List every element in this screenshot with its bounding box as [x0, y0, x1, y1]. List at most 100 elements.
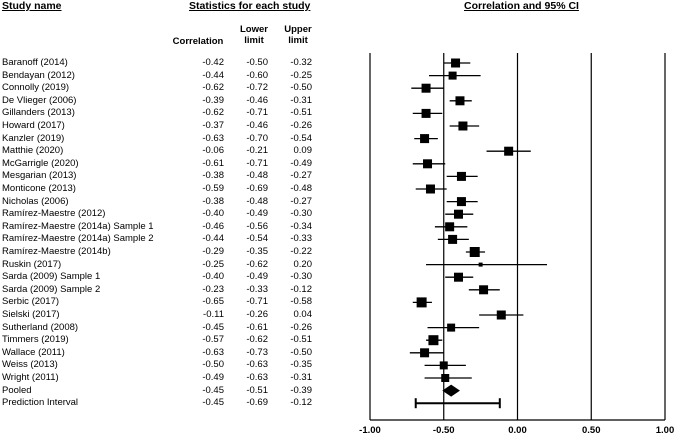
- lower-limit-value: -0.71: [246, 107, 268, 119]
- correlation-value: -0.38: [202, 195, 224, 207]
- study-name: McGarrigle (2020): [2, 157, 79, 169]
- upper-limit-value: -0.32: [290, 57, 312, 68]
- x-tick-label: -1.00: [359, 425, 381, 433]
- table-row: Howard (2017) -0.37 -0.46 -0.26: [0, 120, 360, 132]
- lower-limit-value: -0.48: [246, 170, 268, 182]
- study-effect-box: [454, 272, 463, 282]
- upper-limit-value: -0.27: [290, 195, 312, 207]
- correlation-value: -0.39: [202, 94, 224, 106]
- study-name: Gillanders (2013): [2, 107, 75, 119]
- study-name: Nicholas (2006): [2, 195, 69, 207]
- study-name: Howard (2017): [2, 120, 65, 131]
- upper-limit-value: -0.30: [290, 271, 312, 283]
- correlation-value: -0.25: [202, 258, 224, 270]
- upper-limit-value: 0.20: [293, 258, 313, 270]
- table-row: Ramírez-Maestre (2014a) Sample 2 -0.44 -0.…: [0, 233, 360, 245]
- upper-limit-value: -0.27: [290, 170, 312, 182]
- table-row: Sielski (2017) -0.11 -0.26 0.04: [0, 309, 360, 321]
- study-effect-box: [445, 222, 455, 232]
- study-effect-box: [496, 310, 506, 320]
- study-name: Pooled: [2, 384, 32, 396]
- table-row: Timmers (2019) -0.57 -0.62 -0.51: [0, 334, 360, 346]
- study-name: Connolly (2019): [2, 82, 70, 94]
- lower-limit-value: -0.46: [246, 120, 268, 131]
- study-effect-box: [439, 361, 448, 370]
- correlation-value: -0.59: [202, 183, 224, 194]
- table-row: Pooled -0.45 -0.51 -0.39: [0, 385, 360, 397]
- lower-limit-value: -0.51: [246, 384, 268, 396]
- table-row: Sutherland (2008) -0.45 -0.61 -0.26: [0, 322, 360, 334]
- correlation-value: -0.62: [202, 82, 224, 94]
- study-effect-box: [428, 335, 439, 346]
- upper-limit-value: -0.26: [290, 321, 312, 333]
- upper-limit-value: -0.54: [290, 132, 312, 144]
- study-effect-box: [478, 262, 483, 267]
- x-tick-label: -0.50: [433, 425, 455, 433]
- study-name: Sarda (2009) Sample 2: [2, 283, 101, 295]
- study-name: Ramírez-Maestre (2014b): [2, 246, 111, 257]
- study-name: Weiss (2013): [2, 359, 58, 371]
- x-tick-label: 0.50: [582, 425, 601, 433]
- table-row: Mesgarian (2013) -0.38 -0.48 -0.27: [0, 170, 360, 182]
- upper-limit-header-line2: limit: [288, 35, 308, 46]
- correlation-value: -0.45: [202, 397, 224, 409]
- correlation-value: -0.23: [202, 283, 224, 295]
- lower-limit-value: -0.62: [246, 258, 268, 270]
- correlation-value: -0.63: [202, 346, 224, 358]
- correlation-value: -0.06: [202, 145, 224, 157]
- correlation-column-header: Correlation: [172, 36, 224, 47]
- upper-limit-value: -0.51: [290, 107, 312, 119]
- upper-limit-value: -0.22: [290, 246, 312, 257]
- table-row: Baranoff (2014) -0.42 -0.50 -0.32: [0, 57, 360, 69]
- study-effect-box: [451, 58, 461, 68]
- lower-limit-value: -0.54: [246, 233, 268, 245]
- table-row: Wallace (2011) -0.63 -0.73 -0.50: [0, 347, 360, 359]
- lower-limit-value: -0.60: [246, 69, 268, 81]
- lower-limit-value: -0.69: [246, 183, 268, 194]
- upper-limit-value: -0.50: [290, 82, 312, 94]
- study-name: Prediction Interval: [2, 397, 79, 409]
- correlation-value: -0.37: [202, 120, 224, 131]
- upper-limit-value: -0.31: [290, 372, 312, 383]
- study-name: Serbic (2017): [2, 296, 60, 308]
- upper-limit-value: -0.58: [290, 296, 312, 308]
- table-row: Bendayan (2012) -0.44 -0.60 -0.25: [0, 70, 360, 82]
- upper-limit-value: -0.50: [290, 346, 312, 358]
- upper-limit-value: -0.26: [290, 120, 312, 131]
- study-name: Ramírez-Maestre (2012): [2, 208, 106, 220]
- lower-limit-value: -0.46: [246, 94, 268, 106]
- study-effect-box: [421, 83, 431, 93]
- study-effect-box: [458, 121, 468, 131]
- correlation-value: -0.50: [202, 359, 224, 371]
- table-row: Sarda (2009) Sample 2 -0.23 -0.33 -0.12: [0, 284, 360, 296]
- study-effect-box: [416, 297, 427, 308]
- upper-limit-value: -0.31: [290, 94, 312, 106]
- study-effect-box: [420, 134, 430, 144]
- study-name: Baranoff (2014): [2, 57, 68, 68]
- table-row: Sarda (2009) Sample 1 -0.40 -0.49 -0.30: [0, 271, 360, 283]
- lower-limit-value: -0.33: [246, 283, 268, 295]
- lower-limit-value: -0.72: [246, 82, 268, 94]
- study-effect-box: [421, 108, 431, 118]
- study-name: Ruskin (2017): [2, 258, 62, 270]
- study-effect-box: [454, 209, 463, 219]
- table-row: Monticone (2013) -0.59 -0.69 -0.48: [0, 183, 360, 195]
- correlation-value: -0.62: [202, 107, 224, 119]
- upper-limit-value: -0.49: [290, 157, 312, 169]
- study-name: Monticone (2013): [2, 183, 76, 194]
- table-row: Ramírez-Maestre (2014b) -0.29 -0.35 -0.22: [0, 246, 360, 258]
- upper-limit-value: 0.04: [293, 309, 313, 320]
- study-name: Sutherland (2008): [2, 321, 79, 333]
- lower-limit-value: -0.26: [246, 309, 268, 320]
- study-effect-box: [423, 159, 433, 169]
- upper-limit-value: -0.30: [290, 208, 312, 220]
- upper-limit-column-header: Upper limit: [278, 24, 318, 46]
- study-name: De Vlieger (2006): [2, 94, 77, 106]
- correlation-value: -0.46: [202, 220, 224, 232]
- study-name: Ramírez-Maestre (2014a) Sample 1: [2, 220, 154, 232]
- upper-limit-value: -0.35: [290, 359, 312, 371]
- statistics-header: Statistics for each study: [189, 0, 311, 12]
- study-name: Ramírez-Maestre (2014a) Sample 2: [2, 233, 154, 245]
- table-row: De Vlieger (2006) -0.39 -0.46 -0.31: [0, 95, 360, 107]
